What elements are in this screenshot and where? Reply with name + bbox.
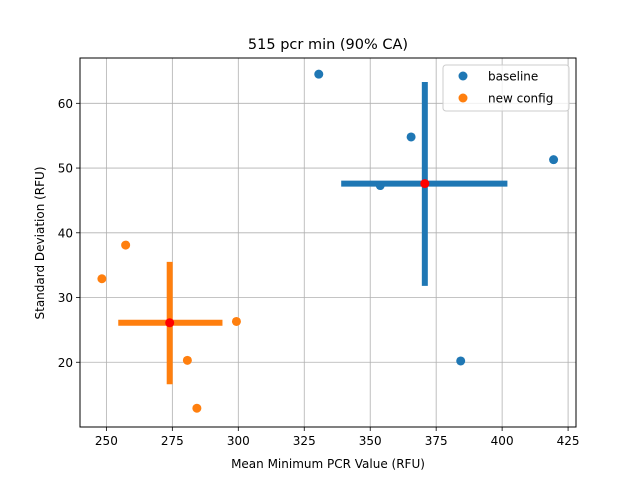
legend-box bbox=[442, 64, 570, 112]
y-tick-label: 50 bbox=[58, 162, 73, 176]
data-point bbox=[231, 316, 241, 326]
data-point bbox=[406, 132, 416, 142]
legend-label: new config bbox=[488, 92, 553, 106]
x-tick-label: 275 bbox=[161, 434, 184, 448]
axis-ticks: 250 275 300 325 350 375 400 425 20 30 40 50 60 bbox=[58, 97, 580, 448]
x-tick-label: 325 bbox=[293, 434, 316, 448]
y-tick-label: 20 bbox=[58, 356, 73, 370]
mean-marker bbox=[420, 179, 430, 189]
legend-marker bbox=[458, 71, 468, 81]
data-point bbox=[375, 181, 385, 191]
legend-label: baseline bbox=[488, 70, 538, 84]
y-tick-label: 30 bbox=[58, 291, 73, 305]
x-tick-label: 300 bbox=[227, 434, 250, 448]
data-point bbox=[192, 403, 202, 413]
x-tick-label: 425 bbox=[557, 434, 580, 448]
grid bbox=[80, 58, 576, 427]
data-point bbox=[97, 274, 107, 284]
legend-marker bbox=[458, 93, 468, 103]
mean-marker bbox=[165, 318, 175, 328]
data-points bbox=[97, 69, 559, 413]
data-point bbox=[314, 69, 324, 79]
x-tick-label: 400 bbox=[491, 434, 514, 448]
mean-markers bbox=[165, 179, 430, 328]
data-point bbox=[182, 355, 192, 365]
x-tick-label: 375 bbox=[425, 434, 448, 448]
data-point bbox=[121, 240, 131, 250]
data-point bbox=[549, 155, 559, 165]
x-tick-label: 350 bbox=[359, 434, 382, 448]
x-tick-label: 250 bbox=[95, 434, 118, 448]
chart-title: 515 pcr min (90% CA) bbox=[248, 37, 408, 53]
plot-frame bbox=[79, 57, 577, 428]
legend: baseline new config bbox=[442, 64, 570, 112]
x-axis-label: Mean Minimum PCR Value (RFU) bbox=[231, 457, 425, 471]
y-axis-label: Standard Deviation (RFU) bbox=[33, 166, 47, 319]
y-tick-label: 40 bbox=[58, 226, 73, 240]
y-tick-label: 60 bbox=[58, 97, 73, 111]
data-point bbox=[456, 356, 466, 366]
